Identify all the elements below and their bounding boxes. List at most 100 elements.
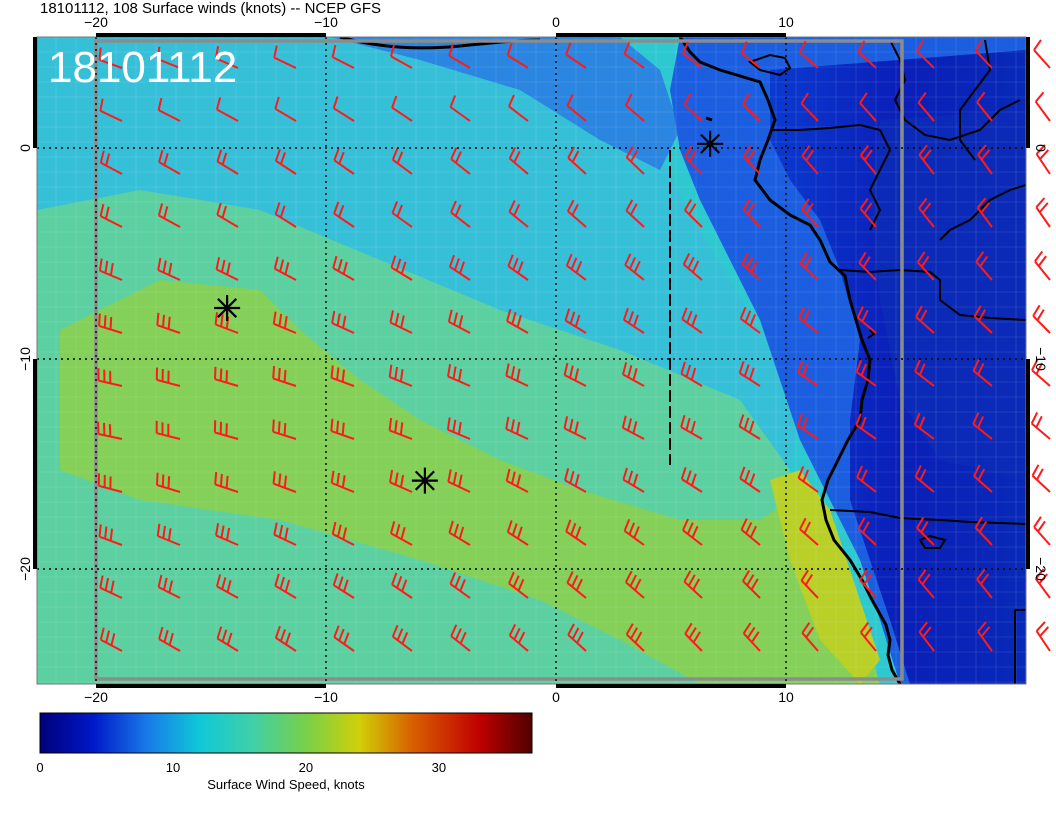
wind-barb: [158, 149, 181, 175]
wind-barb: [682, 518, 703, 546]
wind-barb: [625, 570, 645, 599]
wind-barb: [1032, 304, 1051, 334]
colorbar-tick-label: 10: [166, 760, 180, 775]
wind-barb: [216, 202, 239, 228]
wind-barb: [274, 573, 297, 599]
wind-barb: [916, 251, 935, 281]
wind-barb: [216, 149, 239, 175]
wind-barb: [565, 42, 587, 69]
wind-barb: [1033, 39, 1051, 69]
wind-barb: [156, 312, 181, 334]
wind-barb: [798, 306, 819, 334]
wind-barb: [508, 571, 529, 599]
wind-barb: [917, 569, 935, 599]
wind-barb: [99, 575, 123, 599]
lat-tick-label: 0: [1033, 144, 1049, 152]
wind-barb: [567, 623, 587, 652]
wind-barb: [739, 466, 761, 493]
wind-barb: [215, 523, 239, 546]
wind-barb: [508, 146, 529, 175]
colorbar: 0 10 20 30 Surface Wind Speed, knots: [36, 712, 533, 792]
wind-barb: [98, 258, 123, 281]
wind-barb: [801, 198, 819, 228]
wind-barb: [859, 198, 877, 228]
wind-barb: [213, 420, 239, 440]
wind-barb: [740, 41, 761, 69]
wind-barb: [800, 92, 819, 122]
wind-barb: [974, 39, 993, 69]
wind-barb: [99, 203, 123, 228]
lon-tick-label: −20: [84, 689, 108, 705]
lat-tick-label: −10: [1033, 347, 1049, 371]
wind-barb: [742, 145, 761, 175]
wind-barb: [624, 253, 645, 281]
wind-barb: [273, 45, 297, 69]
lon-axis-bottom: −20 −10 0 10: [84, 689, 794, 705]
wind-barb: [447, 364, 471, 387]
wind-barb: [918, 621, 935, 652]
lat-tick-label: 0: [17, 144, 33, 152]
wind-barb: [977, 621, 993, 652]
colorbar-title: Surface Wind Speed, knots: [207, 777, 365, 792]
wind-barb: [332, 255, 355, 281]
wind-barb: [215, 97, 239, 122]
wind-barb: [680, 414, 703, 440]
wind-barb: [450, 624, 471, 652]
wind-barb: [332, 96, 355, 122]
wind-barb: [625, 623, 645, 652]
wind-barb: [1035, 621, 1051, 652]
wind-barb: [742, 569, 761, 599]
wind-barb: [332, 573, 355, 599]
wind-barb: [684, 198, 703, 228]
wind-barb: [566, 571, 587, 599]
wind-barb: [157, 574, 181, 599]
wind-barb: [1034, 91, 1051, 122]
wind-barb: [214, 366, 239, 387]
wind-barb: [274, 96, 297, 122]
wind-barb: [1035, 144, 1051, 175]
wind-barb: [449, 572, 471, 599]
lon-tick-label: 10: [778, 689, 794, 705]
wind-barb: [742, 198, 761, 228]
wind-barb: [155, 420, 181, 440]
wind-barb: [801, 145, 819, 175]
wind-barb: [156, 472, 181, 493]
wind-barb: [331, 521, 355, 546]
wind-barb: [683, 570, 703, 599]
wind-barb: [1035, 197, 1051, 228]
wind-barb: [797, 360, 819, 387]
wind-barb: [158, 626, 181, 652]
wind-barb: [156, 523, 181, 546]
wind-barb: [563, 362, 587, 387]
wind-barb: [855, 360, 877, 387]
wind-barb: [390, 255, 413, 281]
wind-barb: [216, 574, 239, 599]
wind-barb: [682, 252, 703, 281]
wind-barb: [917, 92, 935, 122]
wind-barb: [330, 365, 355, 387]
lat-axis-right: 0 −10 −20: [1033, 144, 1049, 581]
map-frame: [33, 33, 1030, 688]
colorbar-ticks: 0 10 20 30: [36, 760, 446, 775]
wind-barb: [567, 146, 587, 175]
wind-barb: [389, 469, 413, 493]
wind-barb: [274, 202, 297, 228]
wind-barb: [564, 308, 587, 334]
wind-barb: [97, 421, 123, 440]
wind-barb: [565, 519, 587, 546]
wind-barb: [505, 416, 529, 440]
wind-barb: [856, 305, 877, 334]
wind-barb: [623, 42, 645, 69]
wind-barb: [621, 415, 645, 440]
wind-barb: [680, 361, 703, 387]
wind-barb: [98, 313, 123, 334]
lon-tick-label: 0: [552, 689, 560, 705]
wind-barb: [975, 251, 993, 281]
wind-barb: [680, 466, 703, 493]
wind-barb: [216, 626, 239, 652]
wind-barb: [1034, 568, 1051, 599]
wind-barb: [99, 98, 123, 122]
wind-barb: [860, 621, 877, 652]
asterisk-marker: [411, 467, 438, 494]
wind-barb: [625, 93, 645, 122]
